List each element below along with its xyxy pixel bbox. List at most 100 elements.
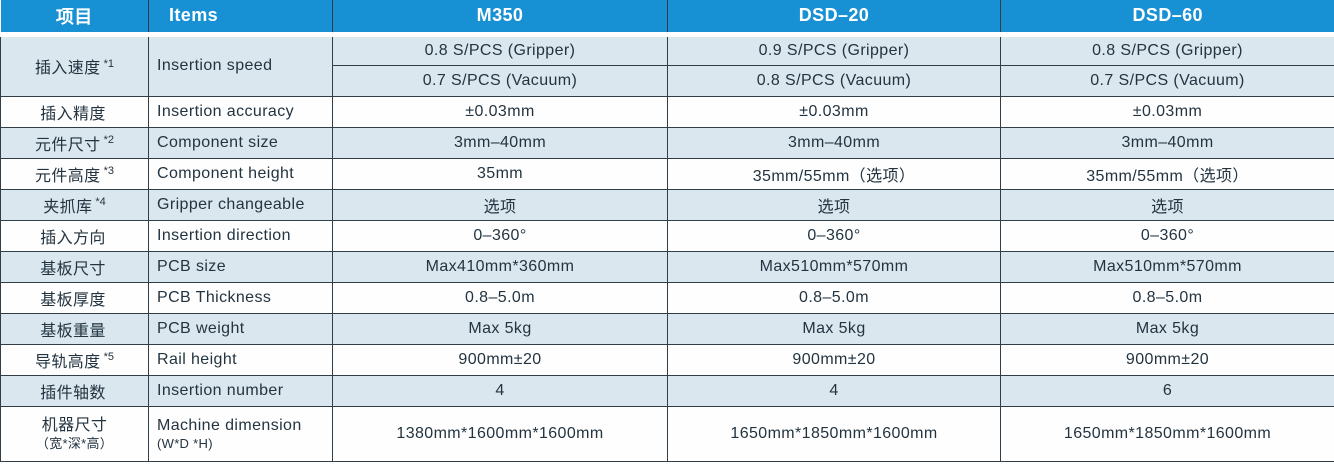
- cell-value-dsd60: 1650mm*1850mm*1600mm: [1000, 405, 1334, 462]
- row-label-en: Gripper changeable: [148, 188, 333, 221]
- row-label-zh: 机器尺寸 （宽*深*高）: [0, 405, 149, 462]
- cell-value-dsd60: 3mm–40mm: [1000, 126, 1334, 159]
- row-label-zh: 插入方向: [0, 219, 149, 252]
- row-pcb-size: 基板尺寸 PCB size Max410mm*360mm Max510mm*57…: [0, 250, 1334, 283]
- cell-value-m350: ±0.03mm: [332, 95, 668, 128]
- row-pcb-thickness: 基板厚度 PCB Thickness 0.8–5.0m 0.8–5.0m 0.8…: [0, 281, 1334, 314]
- table-header-row: 项目 Items M350 DSD–20 DSD–60: [0, 0, 1334, 37]
- cell-value-m350: Max 5kg: [332, 312, 668, 345]
- cell-value-dsd20: 900mm±20: [667, 343, 1001, 376]
- footnote-marker: *1: [103, 57, 114, 70]
- cell-value-m350: 35mm: [332, 157, 668, 190]
- cell-value-dsd60: 0–360°: [1000, 219, 1334, 252]
- cell-value-dsd60: 0.8–5.0m: [1000, 281, 1334, 314]
- cell-value-dsd60: 选项: [1000, 188, 1334, 221]
- row-label-en: Insertion direction: [148, 219, 333, 252]
- footnote-marker: *5: [103, 351, 114, 364]
- cell-value-dsd20: Max 5kg: [667, 312, 1001, 345]
- row-label-zh: 夹抓库 *4: [0, 188, 149, 221]
- label-zh-text: 插入速度: [34, 60, 101, 77]
- cell-value-dsd60: 900mm±20: [1000, 343, 1334, 376]
- footnote-marker: *4: [95, 196, 106, 209]
- row-label-zh: 基板厚度: [0, 281, 149, 314]
- cell-value-m350: 1380mm*1600mm*1600mm: [332, 405, 668, 462]
- cell-value-dsd20: 4: [667, 374, 1001, 407]
- row-machine-dimension: 机器尺寸 （宽*深*高） Machine dimension (W*D *H) …: [0, 405, 1334, 462]
- label-en-subtext: (W*D *H): [157, 435, 213, 451]
- row-insertion-accuracy: 插入精度 Insertion accuracy ±0.03mm ±0.03mm …: [0, 95, 1334, 128]
- row-label-zh: 基板重量: [0, 312, 149, 345]
- row-label-en: Insertion number: [148, 374, 333, 407]
- footnote-marker: [106, 227, 109, 239]
- cell-value-m350: 3mm–40mm: [332, 126, 668, 159]
- cell-value-dsd60: 35mm/55mm（选项）: [1000, 157, 1334, 190]
- row-pcb-weight: 基板重量 PCB weight Max 5kg Max 5kg Max 5kg: [0, 312, 1334, 345]
- row-label-en: PCB size: [148, 250, 333, 283]
- row-label-en: Insertion accuracy: [148, 95, 333, 128]
- label-zh-text: 插件轴数: [40, 384, 106, 402]
- row-gripper-changeable: 夹抓库 *4 Gripper changeable 选项 选项 选项: [0, 188, 1334, 221]
- cell-value-dsd20: 1650mm*1850mm*1600mm: [667, 405, 1001, 462]
- footnote-marker: [106, 258, 109, 270]
- cell-value-m350: 选项: [332, 188, 668, 221]
- row-label-en: PCB Thickness: [148, 281, 333, 314]
- row-component-size: 元件尺寸 *2 Component size 3mm–40mm 3mm–40mm …: [0, 126, 1334, 159]
- row-label-en: Rail height: [148, 343, 333, 376]
- cell-value-dsd60: Max 5kg: [1000, 312, 1334, 345]
- cell-value-m350: 0.8 S/PCS (Gripper): [332, 33, 668, 66]
- row-insertion-speed-gripper: 插入速度 *1 Insertion speed 0.8 S/PCS (Grippe…: [0, 33, 1334, 97]
- cell-value-dsd20: 35mm/55mm（选项）: [667, 157, 1001, 190]
- cell-value-dsd20: 0–360°: [667, 219, 1001, 252]
- cell-value-dsd20: ±0.03mm: [667, 95, 1001, 128]
- label-zh-text: 导轨高度: [34, 353, 101, 371]
- label-zh-text: 插入精度: [40, 105, 106, 123]
- label-en-text: Machine dimension: [157, 416, 302, 434]
- cell-value-dsd60: Max510mm*570mm: [1000, 250, 1334, 283]
- row-insertion-direction: 插入方向 Insertion direction 0–360° 0–360° 0…: [0, 219, 1334, 252]
- cell-value-m350: 4: [332, 374, 668, 407]
- cell-value-m350: Max410mm*360mm: [332, 250, 668, 283]
- label-zh-text: 基板厚度: [40, 291, 106, 309]
- cell-value-dsd20: 0.8 S/PCS (Vacuum): [667, 64, 1001, 97]
- cell-value-dsd20: 选项: [667, 188, 1001, 221]
- cell-value-dsd60: 0.8 S/PCS (Gripper): [1000, 33, 1334, 66]
- cell-value-m350: 900mm±20: [332, 343, 668, 376]
- row-label-en: PCB weight: [148, 312, 333, 345]
- row-label-zh: 元件尺寸 *2: [0, 126, 149, 159]
- label-zh-text: 夹抓库: [43, 198, 93, 216]
- cell-value-dsd20: Max510mm*570mm: [667, 250, 1001, 283]
- cell-value-dsd20: 0.8–5.0m: [667, 281, 1001, 314]
- row-insertion-speed-vacuum: 0.7 S/PCS (Vacuum) 0.8 S/PCS (Vacuum) 0.…: [1, 64, 1334, 97]
- cell-value-m350: 0.8–5.0m: [332, 281, 668, 314]
- header-cell-model-dsd60: DSD–60: [1000, 0, 1334, 37]
- footnote-marker: [106, 103, 109, 115]
- cell-value-m350: 0.7 S/PCS (Vacuum): [332, 64, 668, 97]
- row-label-zh: 基板尺寸: [0, 250, 149, 283]
- row-label-en: Machine dimension (W*D *H): [148, 405, 333, 462]
- footnote-marker: *3: [103, 165, 114, 178]
- row-insertion-number: 插件轴数 Insertion number 4 4 6: [0, 374, 1334, 407]
- row-label-en: Insertion speed: [148, 33, 333, 97]
- row-label-zh: 插入精度: [0, 95, 149, 128]
- row-label-zh: 插件轴数: [0, 374, 149, 407]
- footnote-marker: *2: [103, 134, 114, 147]
- label-zh-text: 元件高度: [34, 167, 101, 185]
- row-label-zh: 元件高度 *3: [0, 157, 149, 190]
- label-zh-text: 插入方向: [40, 229, 106, 247]
- cell-value-dsd60: 6: [1000, 374, 1334, 407]
- row-label-en: Component size: [148, 126, 333, 159]
- label-zh-text: 基板重量: [40, 322, 106, 340]
- footnote-marker: [106, 320, 109, 332]
- header-cell-items-en: Items: [148, 0, 333, 37]
- label-zh-text: 机器尺寸: [41, 416, 108, 434]
- label-zh-text: 元件尺寸: [34, 136, 101, 154]
- row-label-zh: 导轨高度 *5: [0, 343, 149, 376]
- row-label-en: Component height: [148, 157, 333, 190]
- cell-value-dsd20: 0.9 S/PCS (Gripper): [667, 33, 1001, 66]
- header-cell-items-zh: 项目: [0, 0, 149, 37]
- label-zh-subtext: （宽*深*高）: [35, 435, 114, 451]
- footnote-marker: [106, 382, 109, 394]
- cell-value-dsd60: ±0.03mm: [1000, 95, 1334, 128]
- row-component-height: 元件高度 *3 Component height 35mm 35mm/55mm（选…: [0, 157, 1334, 190]
- label-zh-text: 基板尺寸: [40, 260, 106, 278]
